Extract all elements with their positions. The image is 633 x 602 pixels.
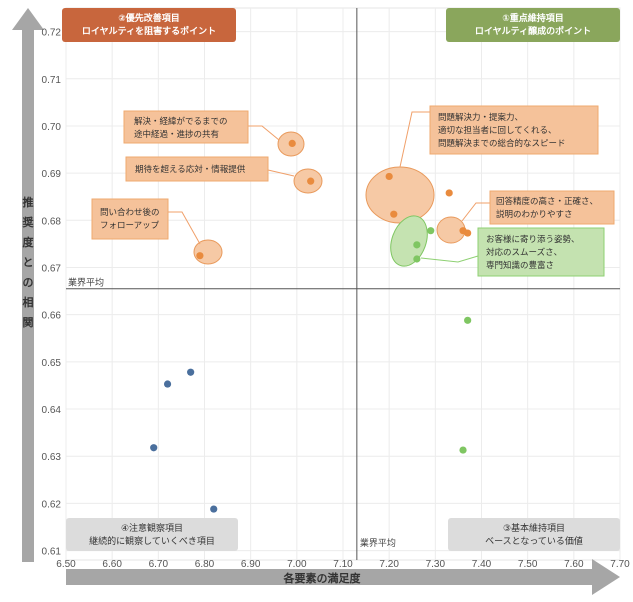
quadrant-4-title: ④注意観察項目: [121, 522, 183, 534]
data-point: [385, 172, 393, 181]
leader-line: [168, 211, 201, 245]
quadrant-2-title: ②優先改善項目: [118, 12, 180, 24]
leader-line: [399, 111, 430, 168]
quadrant-3-title: ③基本維持項目: [503, 522, 565, 534]
data-point: [210, 505, 218, 513]
callout-text: フォローアップ: [100, 221, 160, 231]
y-tick-label: 0.65: [42, 358, 62, 369]
data-point: [459, 446, 467, 454]
data-point: [307, 177, 315, 185]
callout-text: 対応のスムーズさ、: [486, 247, 562, 258]
y-tick-label: 0.61: [42, 547, 62, 558]
data-point: [288, 139, 296, 148]
y-tick-label: 0.70: [42, 122, 62, 133]
x-tick-label: 6.60: [102, 559, 122, 570]
leader-line: [461, 202, 490, 222]
x-tick-label: 7.20: [379, 559, 399, 570]
quadrant-1-subtitle: ロイヤルティ醸成のポイント: [475, 25, 591, 37]
y-tick-label: 0.71: [42, 75, 62, 86]
callout-text: 問題解決力・提案力、: [438, 112, 523, 123]
highlight-ellipse: [390, 215, 428, 267]
data-point: [187, 368, 195, 376]
callout-box: [91, 198, 169, 240]
y-tick-label: 0.66: [42, 311, 62, 322]
callout-text: 専門知識の豊富さ: [486, 260, 554, 271]
x-tick-label: 7.00: [287, 559, 307, 570]
x-axis-label: 各要素の満足度: [283, 571, 362, 585]
x-tick-label: 7.10: [333, 559, 353, 570]
grid: [65, 7, 621, 561]
y-axis-label: 推奨度との相関: [22, 195, 35, 329]
data-points: [150, 139, 472, 513]
data-point: [427, 227, 435, 235]
callout-box: [125, 156, 269, 182]
quadrant-2-box: [62, 8, 236, 42]
industry-average-label: 業界平均: [360, 537, 396, 549]
quadrant-4-box: [66, 518, 238, 551]
callout-box: [489, 190, 615, 225]
y-tick-label: 0.67: [42, 263, 62, 274]
industry-average-label: 業界平均: [68, 277, 104, 289]
y-tick-label: 0.72: [42, 28, 62, 39]
callout-text: 問い合わせ後の: [100, 207, 160, 218]
x-tick-label: 6.80: [195, 559, 215, 570]
y-tick-label: 0.69: [42, 169, 62, 180]
callout-text: お客様に寄り添う姿勢、: [486, 234, 580, 245]
callout-text: 問題解決までの総合的なスピード: [438, 138, 566, 149]
data-point: [464, 316, 472, 324]
x-tick-label: 7.30: [426, 559, 446, 570]
callout-box: [429, 105, 599, 155]
data-point: [150, 444, 158, 452]
highlight-ellipse: [365, 166, 435, 224]
quadrant-2-subtitle: ロイヤルティを阻害するポイント: [82, 25, 216, 37]
highlight-ellipse: [193, 239, 223, 265]
quadrant-1-box: [446, 8, 620, 42]
callout-text: 説明のわかりやすさ: [496, 209, 573, 220]
data-point: [445, 189, 453, 197]
x-tick-label: 6.50: [56, 559, 76, 570]
y-axis-arrow-shape: [12, 8, 44, 562]
callout-box: [123, 110, 249, 144]
leader-line: [267, 169, 295, 177]
tick-labels: 6.50 6.60 6.70 6.80 6.90 7.00 7.10 7.20 7.30 7.40…: [42, 28, 631, 570]
y-tick-label: 0.68: [42, 216, 62, 227]
y-tick-label: 0.62: [42, 499, 62, 510]
y-tick-label: 0.63: [42, 452, 62, 463]
data-point: [413, 241, 421, 249]
x-tick-label: 7.50: [518, 559, 538, 570]
data-point: [390, 210, 398, 218]
quadrant-1-title: ①重点維持項目: [502, 12, 564, 24]
callout-text: 途中経過・進捗の共有: [134, 129, 219, 140]
leader-line: [248, 125, 280, 141]
data-point: [413, 255, 421, 263]
x-tick-label: 7.70: [610, 559, 630, 570]
callout-box: [477, 227, 605, 277]
callout-text: 解決・経緯がでるまでの: [134, 116, 228, 127]
callout-text: 回答精度の高さ・正確さ、: [496, 196, 598, 207]
quadrant-3-box: [448, 518, 620, 551]
x-tick-label: 6.90: [241, 559, 261, 570]
callout-text: 期待を超える応対・情報提供: [135, 164, 246, 175]
quadrant-4-subtitle: 継続的に観察していくべき項目: [89, 535, 215, 547]
data-point: [163, 380, 172, 388]
x-axis-arrow-shape: [66, 559, 620, 595]
x-tick-label: 7.40: [472, 559, 492, 570]
callout-text: 適切な担当者に回してくれる、: [438, 125, 557, 136]
x-tick-label: 6.70: [149, 559, 169, 570]
leader-line: [420, 255, 479, 263]
x-tick-label: 7.60: [564, 559, 584, 570]
y-axis-label-text: 推奨度との相関: [22, 195, 35, 329]
quadrant-3-subtitle: ベースとなっている価値: [485, 535, 583, 547]
data-point: [464, 229, 472, 237]
y-tick-label: 0.64: [42, 405, 62, 416]
data-point: [196, 252, 204, 260]
